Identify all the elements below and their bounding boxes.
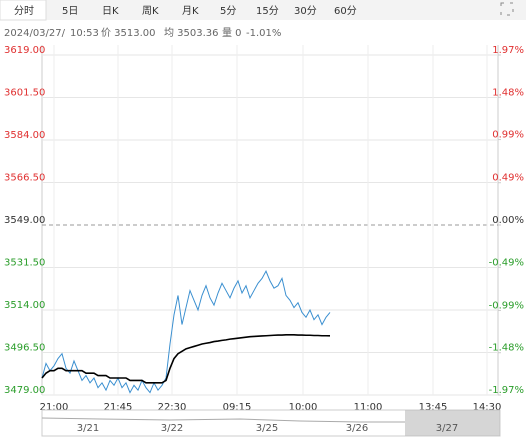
navigator-window[interactable]: [405, 410, 500, 436]
info-price: 价 3513.00: [101, 27, 156, 39]
tab[interactable]: 周K: [142, 5, 159, 17]
y2-tick-label: 0.99%: [492, 130, 524, 141]
y-tick-label: 3479.00: [4, 385, 45, 396]
y2-tick-label: -1.48%: [489, 343, 524, 354]
y-tick-label: 3566.50: [4, 173, 45, 184]
x-tick-label: 13:45: [419, 402, 448, 413]
y-tick-label: 3584.00: [4, 130, 45, 141]
y-tick-label: 3549.00: [4, 215, 45, 226]
navigator-date: 3/27: [436, 423, 458, 434]
info-avg: 均 3503.36: [164, 27, 219, 39]
y2-tick-label: 1.48%: [492, 87, 524, 98]
tab[interactable]: 日K: [102, 6, 119, 17]
y2-tick-label: 0.00%: [492, 215, 524, 226]
y-tick-label: 3531.50: [4, 258, 45, 269]
y-tick-label: 3514.00: [4, 300, 45, 311]
y-tick-label: 3496.50: [4, 343, 45, 354]
series-line: [41, 269, 331, 394]
tab[interactable]: 30分: [294, 5, 317, 17]
y2-tick-label: -1.97%: [489, 385, 524, 396]
navigator-date: 3/22: [161, 423, 183, 434]
series-line: [41, 333, 331, 384]
navigator-date: 3/26: [346, 423, 368, 434]
info-date: 2024/03/27/: [4, 28, 66, 39]
x-tick-label: 21:45: [104, 402, 133, 413]
toolbar: [0, 0, 526, 20]
tab[interactable]: 月K: [182, 5, 199, 17]
info-time: 10:53: [70, 28, 99, 39]
x-tick-label: 09:15: [223, 402, 252, 413]
tab[interactable]: 5分: [220, 5, 236, 17]
tab[interactable]: 60分: [334, 5, 357, 17]
x-tick-label: 14:30: [473, 402, 502, 413]
x-tick-label: 22:30: [158, 402, 187, 413]
tab[interactable]: 分时: [14, 5, 34, 17]
y2-tick-label: -0.99%: [489, 300, 524, 311]
x-tick-label: 21:00: [40, 402, 69, 413]
y-tick-label: 3619.00: [4, 45, 45, 56]
active-tab[interactable]: [0, 0, 47, 21]
y2-tick-label: 0.49%: [492, 173, 524, 184]
tab[interactable]: 5日: [62, 6, 78, 17]
tab[interactable]: 15分: [256, 5, 279, 17]
info-change: -1.01%: [246, 28, 281, 39]
navigator-preview: [41, 417, 405, 423]
x-tick-label: 11:00: [354, 402, 383, 413]
navigator-date: 3/25: [256, 423, 278, 434]
x-tick-label: 10:00: [289, 402, 318, 413]
y-tick-label: 3601.50: [4, 88, 45, 99]
expand-icon[interactable]: [500, 2, 514, 16]
info-volume: 量 0: [222, 27, 242, 39]
navigator-date: 3/21: [77, 423, 99, 434]
y2-tick-label: 1.97%: [492, 45, 524, 56]
y2-tick-label: -0.49%: [489, 257, 524, 268]
